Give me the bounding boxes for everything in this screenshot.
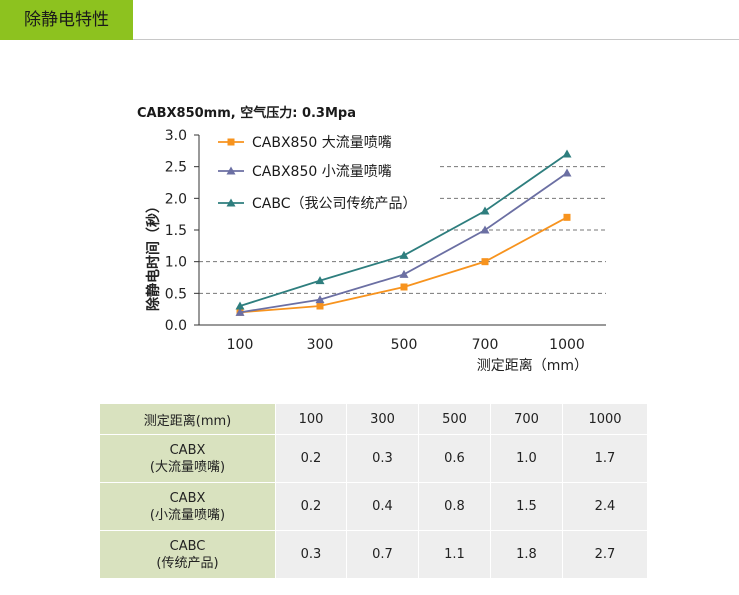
row-label-line2: (大流量喷嘴) (149, 459, 226, 475)
row-label-line1: CABC (169, 538, 206, 554)
section-title: 除静电特性 (0, 0, 133, 40)
row-label-line1: CABX (169, 490, 206, 506)
table-row-label: CABX (小流量喷嘴) (99, 482, 276, 531)
table-header-label: 测定距离(mm) (99, 403, 276, 435)
y-tick-label: 2.0 (165, 191, 187, 207)
y-tick-label: 3.0 (165, 128, 187, 144)
table-col-header: 700 (490, 403, 563, 435)
series-point-triangle (399, 250, 409, 259)
table-row: CABX (小流量喷嘴) 0.2 0.4 0.8 1.5 2.4 (99, 482, 648, 531)
data-table: 测定距离(mm) 100 300 500 700 1000 CABX (大流量喷… (99, 403, 648, 579)
line-chart: 0.0 0.5 1.0 1.5 2.0 2.5 3.0 100 300 500 700 1000 测定距… (145, 128, 606, 374)
series-point-square (563, 213, 571, 221)
x-tick-label: 700 (472, 337, 499, 353)
table-cell: 0.3 (346, 434, 419, 483)
series-point-triangle (226, 198, 236, 207)
series-point-square (400, 283, 408, 291)
table-cell: 1.8 (490, 530, 563, 579)
x-tick-label: 300 (307, 337, 334, 353)
series-point-triangle (315, 295, 325, 304)
series-point-triangle (480, 206, 490, 215)
x-axis-label: 测定距离（mm） (477, 357, 588, 374)
series-point-square (227, 138, 235, 146)
y-tick-label: 2.5 (165, 160, 187, 176)
table-header-row: 测定距离(mm) 100 300 500 700 1000 (99, 403, 648, 435)
table-row-label: CABX (大流量喷嘴) (99, 434, 276, 483)
series-point-triangle (480, 225, 490, 234)
series-line (239, 172, 568, 314)
table-row-label: CABC (传统产品) (99, 530, 276, 579)
table-col-header: 100 (275, 403, 347, 435)
table-row: CABX (大流量喷嘴) 0.2 0.3 0.6 1.0 1.7 (99, 434, 648, 483)
y-axis-label: 除静电时间（秒） (145, 199, 162, 311)
table-cell: 0.8 (418, 482, 491, 531)
y-tick-label: 0.0 (165, 318, 187, 334)
legend-label: CABX850 大流量喷嘴 (252, 135, 392, 151)
series-point-triangle (562, 168, 572, 177)
table-cell: 1.7 (562, 434, 648, 483)
table-cell: 1.5 (490, 482, 563, 531)
table-cell: 1.0 (490, 434, 563, 483)
row-label-line2: (小流量喷嘴) (149, 507, 226, 523)
title-divider (133, 39, 739, 40)
table-cell: 0.2 (275, 434, 347, 483)
table-col-header: 500 (418, 403, 491, 435)
y-tick-label: 1.0 (165, 255, 187, 271)
legend-label: CABC（我公司传统产品） (252, 196, 417, 212)
series-point-triangle (235, 301, 245, 310)
series-line (239, 216, 568, 314)
series-point-square (481, 258, 489, 266)
table-col-header: 1000 (562, 403, 648, 435)
series-point-triangle (315, 276, 325, 285)
series-point-triangle (562, 149, 572, 158)
series-point-triangle (235, 307, 245, 316)
chart-title: CABX850mm, 空气压力: 0.3Mpa (137, 106, 356, 121)
table-col-header: 300 (346, 403, 419, 435)
table-row: CABC (传统产品) 0.3 0.7 1.1 1.8 2.7 (99, 530, 648, 579)
y-tick-label: 1.5 (165, 223, 187, 239)
y-tick-label: 0.5 (165, 286, 187, 302)
x-tick-label: 500 (391, 337, 418, 353)
series-point-triangle (399, 269, 409, 278)
table-cell: 0.6 (418, 434, 491, 483)
series-point-triangle (226, 166, 236, 175)
table-cell: 1.1 (418, 530, 491, 579)
x-tick-label: 100 (227, 337, 254, 353)
legend-label: CABX850 小流量喷嘴 (252, 164, 392, 180)
table-cell: 0.3 (275, 530, 347, 579)
x-tick-label: 1000 (549, 337, 585, 353)
row-label-line1: CABX (169, 442, 206, 458)
table-cell: 2.7 (562, 530, 648, 579)
row-label-line2: (传统产品) (156, 555, 219, 571)
chart-area: CABX850mm, 空气压力: 0.3Mpa 0.0 0.5 1.0 1.5 2.0 2… (0, 90, 739, 390)
table-cell: 0.4 (346, 482, 419, 531)
table-cell: 0.2 (275, 482, 347, 531)
series-point-square (316, 302, 324, 310)
table-cell: 0.7 (346, 530, 419, 579)
table-cell: 2.4 (562, 482, 648, 531)
